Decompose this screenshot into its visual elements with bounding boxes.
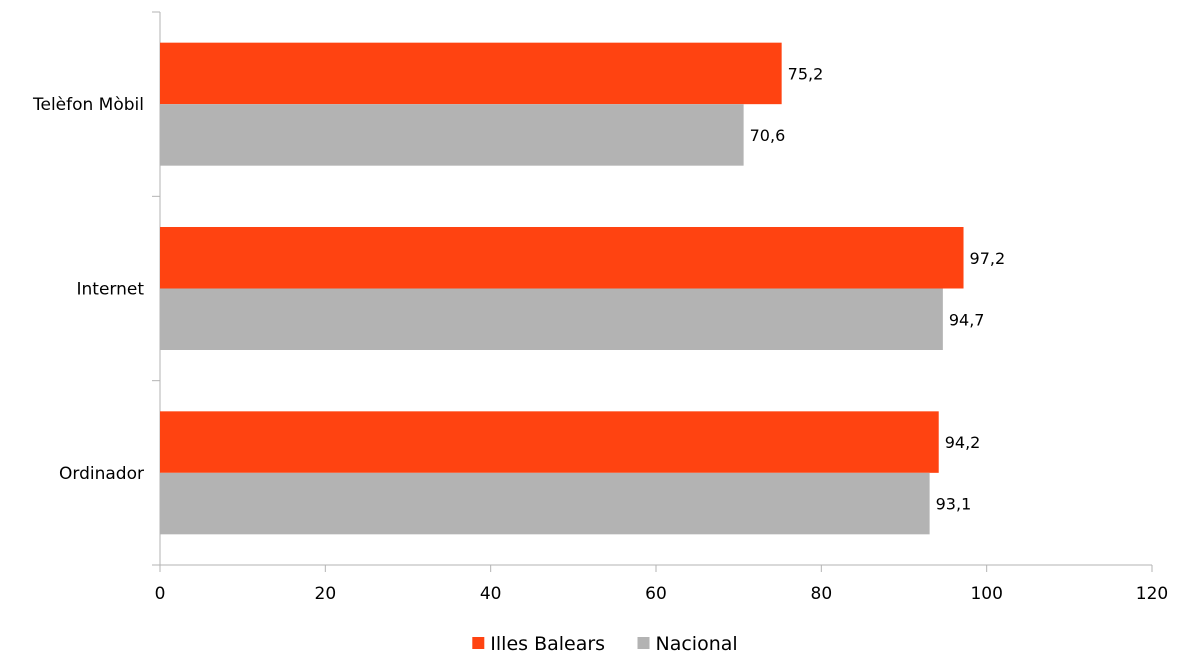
data-label: 75,2 (788, 64, 824, 83)
data-label: 93,1 (936, 495, 972, 514)
bar-nacional (160, 104, 744, 166)
bar-nacional (160, 288, 943, 350)
data-label: 94,2 (945, 433, 981, 452)
legend-label: Nacional (656, 633, 738, 655)
x-tick-label: 20 (315, 584, 337, 604)
category-label: Telèfon Mòbil (32, 95, 144, 115)
category-label: Internet (76, 280, 144, 300)
data-label: 97,2 (970, 249, 1006, 268)
legend-swatch (637, 637, 650, 649)
x-tick-label: 120 (1136, 584, 1168, 604)
legend-label: Illes Balears (490, 633, 605, 655)
data-labels: 75,2 70,6 97,2 94,7 94,2 93,1 (750, 64, 1006, 513)
data-label: 70,6 (750, 126, 786, 145)
legend-swatch (472, 637, 485, 649)
x-tick-label: 100 (970, 584, 1002, 604)
bar-nacional (160, 472, 930, 535)
bar-illes-balears (160, 227, 964, 289)
x-tick-label: 80 (811, 584, 833, 604)
x-tick-label: 60 (645, 584, 667, 604)
x-tick-label: 40 (480, 584, 502, 604)
legend: Illes Balears Nacional (472, 633, 738, 655)
bar-illes-balears (160, 42, 782, 105)
category-label: Ordinador (59, 464, 144, 484)
bars (160, 42, 964, 535)
x-tick-label: 0 (155, 584, 166, 604)
data-label: 94,7 (949, 310, 985, 329)
axes: 0 20 40 60 80 100 120 Telèfon Mòbil Internet Ordi… (32, 11, 1168, 604)
bar-illes-balears (160, 411, 939, 473)
